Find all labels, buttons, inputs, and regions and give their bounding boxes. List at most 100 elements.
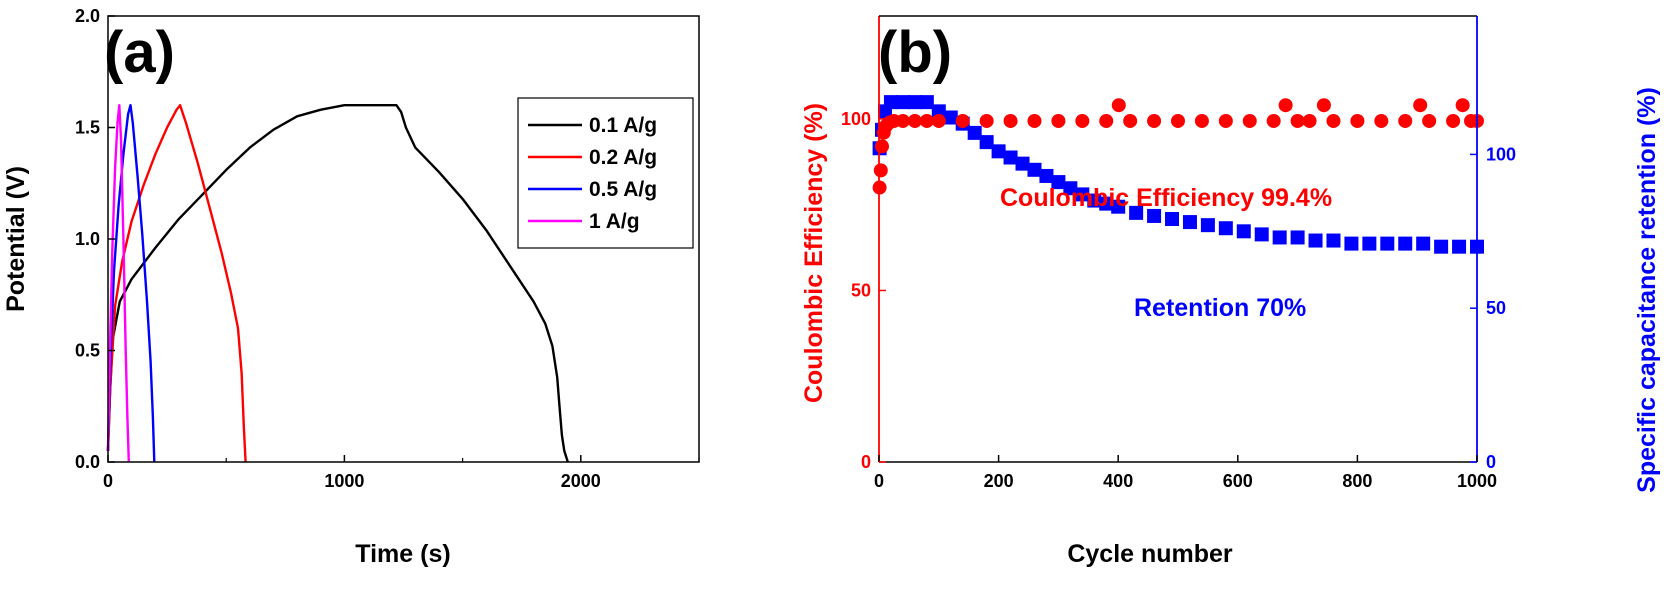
- x-tick-label: 800: [1342, 471, 1372, 491]
- coulombic-point: [1242, 113, 1257, 128]
- retention-point: [1165, 212, 1180, 227]
- coulombic-point: [1171, 113, 1185, 128]
- retention-point: [1218, 221, 1233, 236]
- retention-point: [895, 95, 910, 110]
- coulombic-point: [1123, 113, 1138, 128]
- coulombic-point: [1075, 113, 1090, 128]
- coulombic-point: [907, 113, 922, 128]
- retention-point: [1272, 230, 1287, 245]
- panel-a-xlabel: Time (s): [355, 540, 450, 568]
- retention-point: [1182, 215, 1197, 230]
- coulombic-point: [1266, 113, 1281, 128]
- legend-label-0: 0.1 A/g: [589, 114, 657, 137]
- panel-b-marks: [872, 95, 1484, 254]
- coulombic-point: [895, 113, 910, 128]
- retention-point: [967, 125, 982, 140]
- panel-a: (a) 0 1000 2000 0.0 0.5 1.0 1.5 2.0 Time (s) Po…: [2, 6, 700, 568]
- coulombic-point: [1147, 113, 1162, 128]
- retention-point: [907, 95, 922, 110]
- y-right-tick-label: 100: [1486, 144, 1516, 164]
- x-tick-label: 1000: [1457, 471, 1497, 491]
- panel-a-ticks: 0 1000 2000 0.0 0.5 1.0 1.5 2.0: [75, 6, 700, 491]
- y-left-tick-label: 100: [841, 109, 871, 129]
- coulombic-point: [873, 163, 888, 178]
- panel-a-legend: 0.1 A/g 0.2 A/g 0.5 A/g 1 A/g: [517, 97, 694, 249]
- retention-point: [1111, 199, 1126, 214]
- retention-point: [919, 95, 934, 110]
- y-tick-label: 0.0: [75, 452, 100, 472]
- legend-label-3: 1 A/g: [589, 210, 640, 233]
- retention-point: [1380, 236, 1395, 251]
- x-tick-label: 0: [103, 471, 113, 491]
- coulombic-point: [1278, 98, 1293, 113]
- series-line-0: [106, 103, 569, 463]
- coulombic-point: [1003, 113, 1018, 128]
- x-tick-label: 200: [984, 471, 1014, 491]
- coulombic-point: [1194, 113, 1209, 128]
- y-tick-label: 0.5: [75, 341, 100, 361]
- y-right-tick-label: 50: [1486, 298, 1506, 318]
- x-tick-label: 600: [1223, 471, 1253, 491]
- retention-point: [1051, 175, 1066, 190]
- coulombic-point: [931, 113, 946, 128]
- panel-b-ylabel-left: Coulombic Efficiency (%): [800, 103, 828, 403]
- coulombic-point: [1111, 98, 1126, 113]
- coulombic-point: [874, 139, 889, 154]
- series-line-3: [106, 103, 130, 463]
- x-tick-label: 400: [1103, 471, 1133, 491]
- coulombic-point: [1302, 113, 1317, 128]
- panel-a-curves: [106, 103, 569, 463]
- retention-point: [1147, 208, 1162, 223]
- coulombic-point: [1398, 113, 1413, 128]
- retention-point: [1015, 156, 1030, 171]
- annotation-retention: Retention 70%: [1134, 294, 1306, 322]
- coulombic-point: [1316, 98, 1331, 113]
- y-right-tick-label: 0: [1486, 452, 1496, 472]
- panel-b-xlabel: Cycle number: [1067, 540, 1233, 568]
- y-left-tick-label: 50: [851, 280, 871, 300]
- coulombic-point: [919, 113, 934, 128]
- retention-point: [1416, 236, 1431, 251]
- retention-point: [1398, 236, 1413, 251]
- retention-point: [1129, 205, 1144, 220]
- retention-point: [1254, 227, 1269, 242]
- legend-box: [517, 97, 694, 249]
- coulombic-point: [1446, 113, 1461, 128]
- legend-label-2: 0.5 A/g: [589, 178, 657, 201]
- x-tick-label: 0: [874, 471, 884, 491]
- y-tick-label: 1.0: [75, 229, 100, 249]
- y-tick-label: 2.0: [75, 6, 100, 26]
- coulombic-point: [1413, 98, 1428, 113]
- retention-point: [979, 135, 994, 150]
- coulombic-point: [1326, 113, 1341, 128]
- retention-point: [943, 110, 958, 125]
- panel-a-ylabel: Potential (V): [2, 166, 30, 312]
- coulombic-point: [1350, 113, 1365, 128]
- retention-point: [1452, 239, 1467, 254]
- retention-point: [1087, 193, 1102, 208]
- retention-point: [1344, 236, 1359, 251]
- x-tick-label: 1000: [324, 471, 364, 491]
- coulombic-point: [955, 113, 970, 128]
- annotation-coulombic: Coulombic Efficiency 99.4%: [1000, 184, 1332, 212]
- retention-point: [1434, 239, 1449, 254]
- coulombic-point: [979, 113, 994, 128]
- retention-point: [1362, 236, 1377, 251]
- coulombic-point: [1422, 113, 1437, 128]
- x-tick-label: 2000: [561, 471, 601, 491]
- panel-b-ylabel-right: Specific capacitance retention (%): [1633, 87, 1661, 493]
- retention-point: [1039, 168, 1054, 183]
- coulombic-point: [1051, 113, 1066, 128]
- coulombic-point: [1455, 98, 1470, 113]
- panel-a-label: (a): [104, 20, 175, 85]
- coulombic-point: [1099, 113, 1114, 128]
- coulombic-point: [1290, 113, 1305, 128]
- retention-point: [883, 95, 898, 110]
- series-line-2: [106, 103, 156, 463]
- coulombic-point: [1218, 113, 1233, 128]
- retention-point: [1308, 233, 1323, 248]
- retention-point: [1290, 230, 1305, 245]
